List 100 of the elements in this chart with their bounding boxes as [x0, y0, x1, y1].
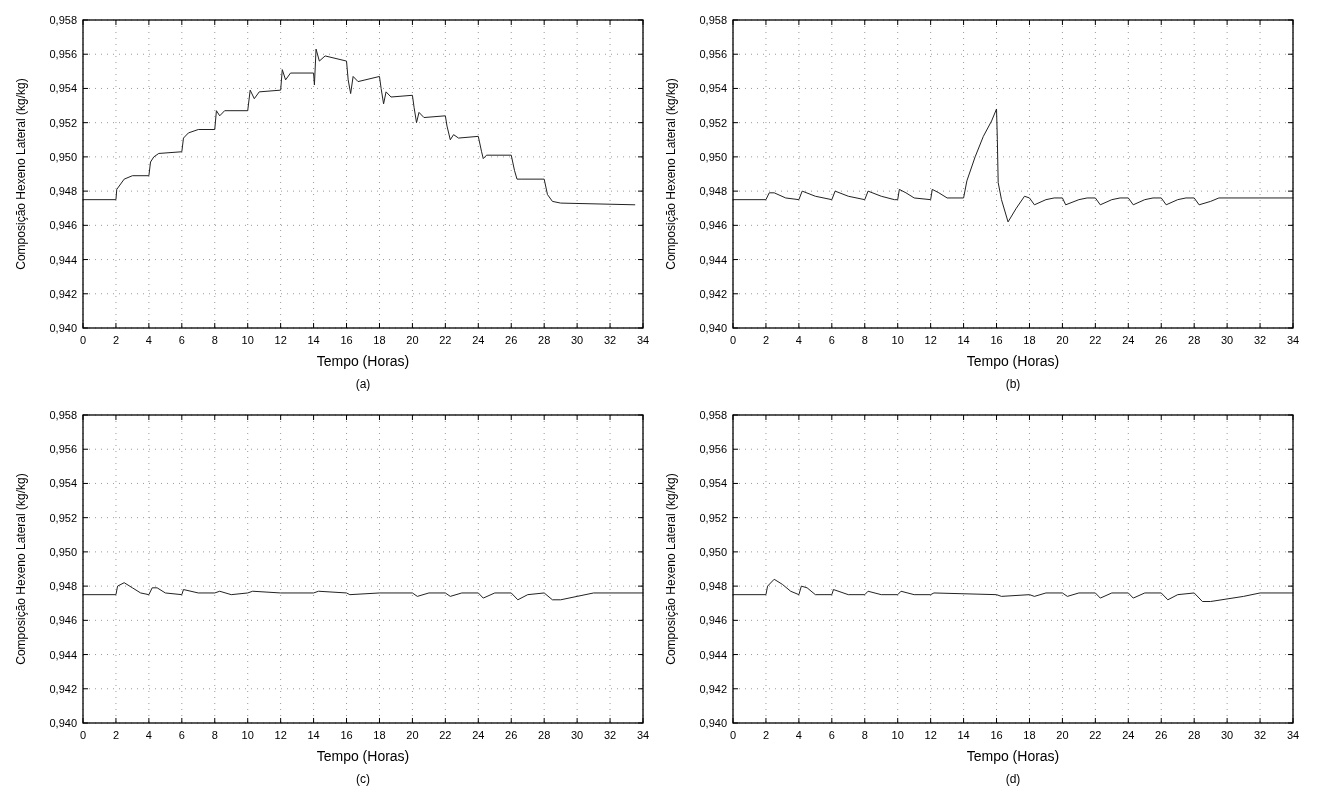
- x-axis-title: Tempo (Horas): [966, 748, 1060, 764]
- y-tick-label: 0,940: [49, 717, 77, 729]
- x-tick-label: 30: [1220, 334, 1234, 346]
- x-tick-label: 22: [439, 729, 452, 741]
- x-tick-label: 32: [1253, 729, 1267, 741]
- x-tick-label: 8: [211, 729, 218, 741]
- y-tick-label: 0,940: [49, 322, 77, 334]
- x-tick-label: 6: [178, 334, 185, 346]
- y-tick-label: 0,952: [49, 511, 77, 524]
- x-tick-label: 30: [570, 729, 584, 741]
- y-tick-label: 0,946: [49, 219, 77, 232]
- line-series: [82, 48, 636, 206]
- x-tick-label: 14: [307, 729, 320, 741]
- y-tick-label: 0,944: [699, 253, 727, 266]
- x-tick-label: 18: [373, 729, 386, 741]
- x-tick-label: 14: [957, 334, 970, 346]
- x-tick-label: 0: [79, 334, 87, 346]
- x-tick-label: 28: [1188, 729, 1201, 741]
- y-tick-label: 0,950: [699, 545, 727, 558]
- x-tick-label: 18: [1023, 334, 1036, 346]
- x-tick-label: 20: [406, 729, 419, 741]
- y-tick-label: 0,948: [49, 580, 77, 593]
- y-axis-title: Composição Hexeno Lateral (kg/kg): [14, 78, 28, 270]
- x-tick-label: 24: [1122, 729, 1135, 741]
- y-tick-label: 0,958: [49, 14, 77, 26]
- x-tick-label: 12: [274, 729, 287, 741]
- y-tick-label: 0,940: [699, 322, 727, 334]
- x-tick-label: 24: [472, 729, 485, 741]
- line-series: [732, 108, 1294, 223]
- x-tick-label: 26: [1155, 729, 1168, 741]
- x-axis-title: Tempo (Horas): [316, 748, 410, 764]
- y-tick-label: 0,950: [49, 545, 77, 558]
- x-tick-label: 12: [274, 334, 287, 346]
- y-tick-label: 0,946: [699, 219, 727, 232]
- x-tick-label: 6: [178, 729, 185, 741]
- x-tick-label: 18: [1023, 729, 1036, 741]
- y-tick-label: 0,952: [699, 116, 727, 129]
- y-tick-label: 0,950: [699, 150, 727, 163]
- x-tick-label: 26: [505, 334, 518, 346]
- x-tick-label: 2: [112, 334, 119, 346]
- x-tick-label: 34: [636, 729, 650, 741]
- x-tick-label: 32: [603, 729, 617, 741]
- y-tick-label: 0,956: [49, 48, 77, 61]
- x-tick-label: 16: [990, 729, 1003, 741]
- x-tick-label: 16: [340, 729, 353, 741]
- x-tick-label: 28: [538, 334, 551, 346]
- y-tick-label: 0,958: [699, 14, 727, 26]
- x-tick-label: 18: [373, 334, 386, 346]
- text: (a): [355, 377, 371, 391]
- y-axis-title: Composição Hexeno Lateral (kg/kg): [664, 473, 678, 665]
- x-tick-label: 26: [505, 729, 518, 741]
- x-tick-label: 4: [795, 334, 802, 346]
- x-tick-label: 34: [636, 334, 650, 346]
- y-tick-label: 0,954: [699, 477, 727, 490]
- x-tick-label: 20: [406, 334, 419, 346]
- x-tick-label: 12: [924, 729, 937, 741]
- y-axis-title: Composição Hexeno Lateral (kg/kg): [664, 78, 678, 270]
- line-series: [732, 578, 1294, 603]
- text: (c): [356, 772, 370, 786]
- x-tick-label: 22: [1089, 334, 1102, 346]
- x-tick-label: 28: [1188, 334, 1201, 346]
- x-tick-label: 10: [241, 334, 254, 346]
- y-tick-label: 0,952: [49, 116, 77, 129]
- x-tick-label: 2: [762, 334, 769, 346]
- x-tick-label: 30: [570, 334, 584, 346]
- x-tick-label: 22: [439, 334, 452, 346]
- x-tick-label: 14: [957, 729, 970, 741]
- x-tick-label: 8: [861, 729, 868, 741]
- y-tick-label: 0,946: [699, 614, 727, 627]
- x-tick-label: 20: [1056, 729, 1069, 741]
- y-tick-label: 0,956: [699, 48, 727, 61]
- x-tick-label: 24: [472, 334, 485, 346]
- x-tick-label: 34: [1286, 334, 1300, 346]
- y-tick-label: 0,946: [49, 614, 77, 627]
- line-series: [82, 582, 644, 601]
- y-tick-label: 0,942: [49, 287, 77, 300]
- y-tick-label: 0,954: [699, 82, 727, 95]
- x-tick-label: 14: [307, 334, 320, 346]
- y-tick-label: 0,952: [699, 511, 727, 524]
- x-tick-label: 12: [924, 334, 937, 346]
- x-tick-label: 0: [79, 729, 87, 741]
- x-tick-label: 10: [241, 729, 254, 741]
- y-tick-label: 0,944: [49, 648, 77, 661]
- x-tick-label: 0: [729, 729, 737, 741]
- x-axis-title: Tempo (Horas): [966, 353, 1060, 369]
- x-tick-label: 4: [145, 334, 152, 346]
- x-tick-label: 4: [795, 729, 802, 741]
- y-tick-label: 0,940: [699, 717, 727, 729]
- x-tick-label: 26: [1155, 334, 1168, 346]
- y-tick-label: 0,958: [49, 409, 77, 421]
- x-tick-label: 22: [1089, 729, 1102, 741]
- x-tick-label: 8: [861, 334, 868, 346]
- x-tick-label: 16: [340, 334, 353, 346]
- x-tick-label: 8: [211, 334, 218, 346]
- x-tick-label: 32: [603, 334, 617, 346]
- x-tick-label: 6: [828, 729, 835, 741]
- x-tick-label: 6: [828, 334, 835, 346]
- x-tick-label: 0: [729, 334, 737, 346]
- y-tick-label: 0,948: [699, 580, 727, 593]
- text: (d): [1005, 772, 1021, 786]
